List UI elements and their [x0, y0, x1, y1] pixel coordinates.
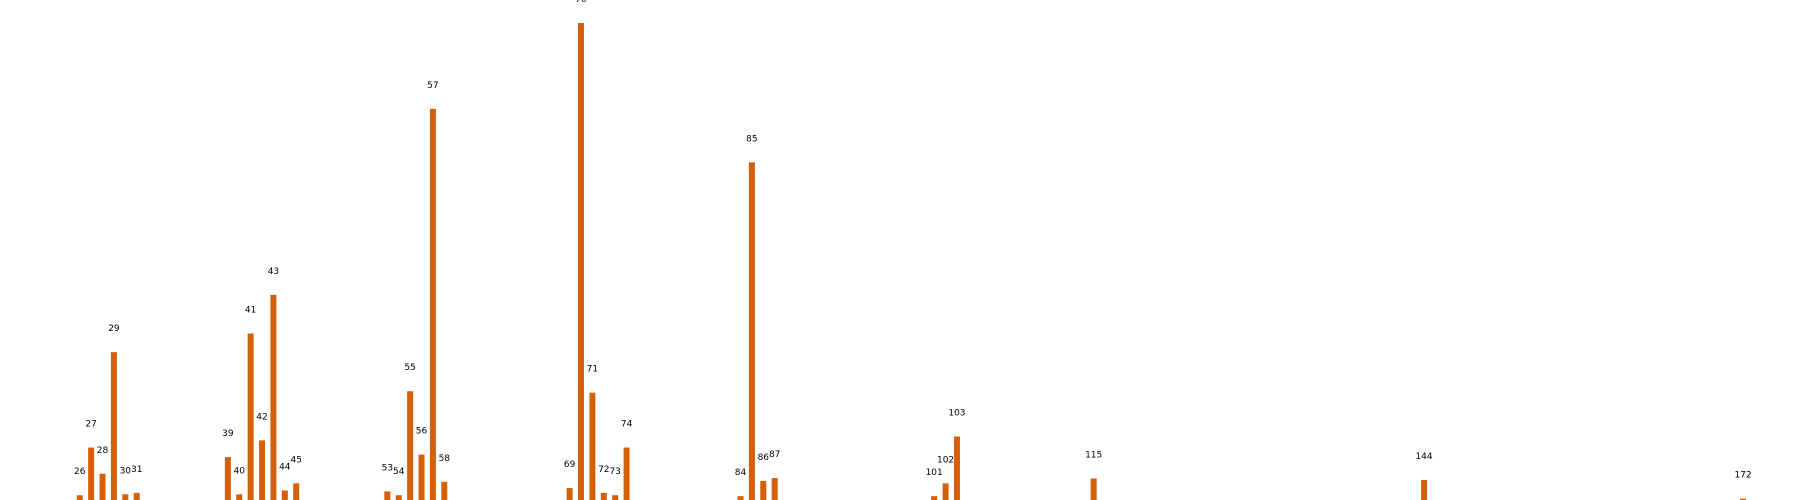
bar-43 [270, 294, 277, 500]
bar-71 [589, 392, 596, 500]
bar-label-55: 55 [404, 363, 415, 373]
bar-label-84: 84 [735, 468, 747, 478]
bar-label-26: 26 [74, 467, 86, 477]
bar-102 [942, 483, 949, 500]
bar-87 [771, 478, 778, 500]
bar-85 [748, 162, 755, 500]
bar-45 [293, 483, 300, 500]
bars-group [76, 23, 1747, 500]
bar-70 [578, 23, 585, 500]
bar-label-103: 103 [948, 409, 965, 419]
bar-57 [429, 108, 436, 500]
bar-label-101: 101 [926, 468, 943, 478]
bar-56 [418, 454, 425, 500]
bar-label-56: 56 [416, 427, 428, 437]
bar-label-41: 41 [245, 306, 256, 316]
bar-label-74: 74 [621, 420, 633, 430]
bar-label-71: 71 [587, 365, 598, 375]
bar-label-69: 69 [564, 460, 576, 470]
bar-label-45: 45 [290, 455, 301, 465]
bar-label-73: 73 [609, 467, 620, 477]
bar-73 [612, 495, 619, 500]
bar-label-44: 44 [279, 462, 291, 472]
bar-label-28: 28 [97, 446, 109, 456]
bar-label-54: 54 [393, 467, 405, 477]
bar-label-42: 42 [256, 412, 267, 422]
bar-69 [566, 488, 573, 500]
bar-label-70: 70 [575, 0, 587, 5]
bar-label-40: 40 [234, 466, 246, 476]
bar-30 [122, 494, 129, 500]
bar-label-53: 53 [382, 463, 393, 473]
bar-39 [224, 457, 231, 500]
bar-86 [760, 480, 767, 500]
bar-144 [1421, 479, 1428, 500]
bar-41 [247, 333, 254, 500]
bar-label-30: 30 [120, 466, 132, 476]
bar-label-57: 57 [427, 81, 438, 91]
bar-31 [133, 492, 140, 500]
bar-label-172: 172 [1734, 471, 1751, 481]
bar-115 [1090, 478, 1097, 500]
bar-label-87: 87 [769, 450, 780, 460]
bar-84 [737, 496, 744, 500]
bar-55 [407, 391, 414, 500]
bar-label-86: 86 [758, 453, 770, 463]
bar-26 [76, 495, 83, 500]
bar-101 [931, 496, 938, 500]
bar-44 [281, 490, 288, 500]
bar-label-43: 43 [268, 267, 279, 277]
bar-label-39: 39 [222, 429, 234, 439]
bar-72 [600, 492, 607, 500]
bar-label-72: 72 [598, 465, 609, 475]
bar-28 [99, 473, 106, 500]
bar-label-31: 31 [131, 465, 142, 475]
bar-label-85: 85 [746, 134, 757, 144]
bar-label-58: 58 [439, 454, 451, 464]
bar-54 [395, 495, 402, 500]
bar-172 [1740, 498, 1747, 500]
bar-label-115: 115 [1085, 451, 1102, 461]
bar-label-29: 29 [108, 324, 120, 334]
bar-40 [236, 494, 243, 500]
bar-42 [259, 440, 266, 500]
bar-58 [441, 481, 448, 500]
bar-53 [384, 491, 391, 500]
bar-label-144: 144 [1415, 452, 1432, 462]
bar-27 [88, 447, 95, 500]
bar-label-27: 27 [85, 420, 96, 430]
bar-label-102: 102 [937, 455, 954, 465]
bar-29 [110, 352, 117, 500]
bar-103 [953, 436, 960, 500]
bar-74 [623, 447, 630, 500]
